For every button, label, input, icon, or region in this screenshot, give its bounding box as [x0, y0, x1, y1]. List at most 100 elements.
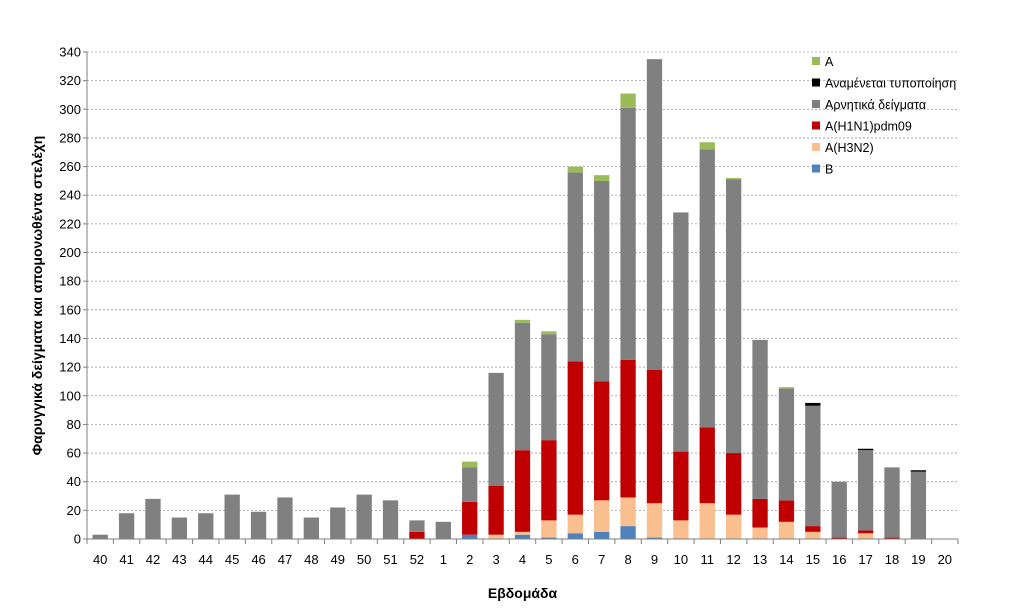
- bar-a-week-2: [462, 461, 478, 468]
- bar-a-week-7: [594, 175, 610, 181]
- bar-a-h1n1-pdm09-week-6: [567, 361, 583, 515]
- x-tick-12: 12: [726, 552, 740, 567]
- bar-a-week-8: [620, 93, 636, 108]
- x-tick-8: 8: [624, 552, 631, 567]
- bar-αρνητικά-δείγματα-week-48: [303, 517, 320, 539]
- x-axis-title: Εβδομάδα: [488, 585, 558, 601]
- bar-a-h1n1-pdm09-week-7: [594, 381, 610, 501]
- bar-a-week-12: [725, 178, 742, 180]
- y-tick-100: 100: [59, 388, 81, 403]
- legend-swatch-αναμένεται-τυποποίηση: [812, 78, 820, 87]
- x-tick-44: 44: [199, 552, 213, 567]
- bar-a-h3n2-week-7: [594, 500, 610, 532]
- bar-a-h3n2-week-9: [646, 503, 663, 538]
- y-tick-240: 240: [59, 188, 81, 203]
- x-tick-17: 17: [858, 552, 872, 567]
- bar-αρνητικά-δείγματα-week-42: [145, 498, 161, 539]
- bar-a-h1n1-pdm09-week-14: [778, 500, 795, 522]
- bar-a-h3n2-week-10: [673, 520, 689, 539]
- bar-a-h1n1-pdm09-week-2: [462, 501, 478, 535]
- bar-a-h3n2-week-11: [699, 503, 715, 539]
- bar-αρνητικά-δείγματα-week-6: [567, 172, 583, 362]
- bar-αρνητικά-δείγματα-week-7: [594, 180, 610, 382]
- y-axis-title: Φαρυγγικά δείγματα και απομονωθέντα στελ…: [29, 136, 45, 456]
- y-tick-labels: 0 20 40 60 80 100 120 140 160 180 200 220 240 260 280 3…: [59, 45, 81, 547]
- y-tick-180: 180: [59, 274, 81, 289]
- x-tick-42: 42: [146, 552, 160, 567]
- bar-αρνητικά-δείγματα-week-2: [462, 467, 478, 502]
- bar-αρνητικά-δείγματα-week-3: [488, 372, 504, 487]
- x-tick-10: 10: [674, 552, 688, 567]
- bars: [92, 59, 927, 539]
- bar-αρνητικά-δείγματα-week-49: [330, 507, 346, 539]
- bar-a-h1n1-pdm09-week-8: [620, 359, 636, 498]
- x-tick-45: 45: [225, 552, 239, 567]
- x-tick-41: 41: [119, 552, 133, 567]
- bar-a-week-11: [699, 142, 715, 150]
- bar-αρνητικά-δείγματα-week-5: [541, 334, 557, 441]
- bar-αρνητικά-δείγματα-week-46: [250, 511, 267, 539]
- bar-a-h1n1-pdm09-week-10: [673, 451, 689, 521]
- bar-b-week-9: [646, 537, 663, 539]
- y-tick-340: 340: [59, 45, 81, 60]
- x-tick-4: 4: [519, 552, 526, 567]
- bar-αναμένεται-τυποποίηση-week-19: [910, 470, 927, 472]
- bar-a-h1n1-pdm09-week-3: [488, 486, 504, 535]
- bar-a-h3n2-week-4: [514, 531, 531, 535]
- bar-b-week-4: [514, 534, 531, 539]
- x-tick-2: 2: [466, 552, 473, 567]
- bar-b-week-7: [594, 531, 610, 539]
- bar-αναμένεται-τυποποίηση-week-15: [805, 402, 821, 406]
- bar-a-h3n2-week-12: [725, 514, 742, 539]
- x-tick-48: 48: [304, 552, 318, 567]
- bar-αρνητικά-δείγματα-week-50: [356, 494, 372, 539]
- x-tick-40: 40: [93, 552, 107, 567]
- bar-a-h1n1-pdm09-week-15: [805, 526, 821, 532]
- y-tick-300: 300: [59, 102, 81, 117]
- bar-αρνητικά-δείγματα-week-19: [910, 471, 927, 539]
- x-tick-49: 49: [331, 552, 345, 567]
- bar-αρνητικά-δείγματα-week-13: [752, 339, 768, 499]
- bar-αρνητικά-δείγματα-week-11: [699, 149, 715, 428]
- x-tick-5: 5: [545, 552, 552, 567]
- bar-a-h1n1-pdm09-week-17: [857, 530, 874, 534]
- bar-αρνητικά-δείγματα-week-44: [198, 513, 214, 539]
- bar-a-h3n2-week-3: [488, 534, 504, 539]
- x-tick-47: 47: [278, 552, 292, 567]
- bar-αρνητικά-δείγματα-week-8: [620, 107, 636, 360]
- bar-a-h1n1-pdm09-week-18: [884, 537, 900, 539]
- bar-b-week-6: [567, 533, 583, 539]
- legend-label-αναμένεται-τυποποίηση: Αναμένεται τυποποίηση: [825, 77, 956, 91]
- bar-a-h1n1-pdm09-week-11: [699, 427, 715, 504]
- bar-a-h1n1-pdm09-week-52: [409, 531, 425, 539]
- y-tick-280: 280: [59, 130, 81, 145]
- y-tick-40: 40: [67, 474, 81, 489]
- y-tick-220: 220: [59, 216, 81, 231]
- bar-a-h3n2-week-14: [778, 521, 795, 539]
- legend-label-a: A: [825, 55, 834, 69]
- bar-a-week-4: [514, 319, 531, 323]
- x-tick-1: 1: [440, 552, 447, 567]
- bar-αρνητικά-δείγματα-week-12: [725, 179, 742, 454]
- bar-αρνητικά-δείγματα-week-14: [778, 388, 795, 501]
- x-tick-43: 43: [172, 552, 186, 567]
- y-tick-20: 20: [67, 503, 81, 518]
- legend-label-αρνητικά-δείγματα: Αρνητικά δείγματα: [825, 98, 926, 112]
- bar-a-h3n2-week-8: [620, 497, 636, 527]
- x-tick-13: 13: [753, 552, 767, 567]
- legend-swatch-a-h3n2: [812, 143, 820, 151]
- y-tick-0: 0: [74, 532, 81, 547]
- x-tick-50: 50: [357, 552, 371, 567]
- y-tick-60: 60: [67, 446, 81, 461]
- bar-αρνητικά-δείγματα-week-4: [514, 322, 531, 451]
- bar-a-h3n2-week-17: [857, 533, 874, 539]
- y-tick-200: 200: [59, 245, 81, 260]
- bar-a-h1n1-pdm09-week-12: [725, 453, 742, 515]
- bar-αρνητικά-δείγματα-week-51: [382, 500, 399, 539]
- x-tick-20: 20: [938, 552, 952, 567]
- legend-swatch-b: [812, 164, 820, 173]
- x-tick-6: 6: [572, 552, 579, 567]
- legend-label-a-h1n1-pdm09: A(H1N1)pdm09: [825, 120, 912, 134]
- x-tick-16: 16: [832, 552, 846, 567]
